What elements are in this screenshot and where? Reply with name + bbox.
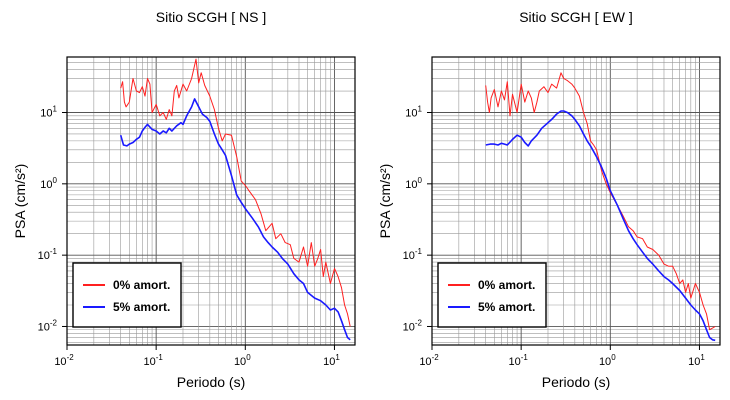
series-line-amort-0 (120, 58, 351, 327)
y-tick-label: 100 (405, 176, 422, 191)
x-tick-label: 10-2 (54, 353, 74, 368)
series-line-amort-5 (119, 98, 351, 341)
chart-title: Sitio SCGH [ NS ] (156, 9, 266, 25)
y-axis-label: PSA (cm/s²) (12, 164, 28, 239)
x-tick-label: 100 (599, 353, 616, 368)
plot-frame (431, 56, 721, 346)
legend-label: 0% amort. (113, 278, 170, 292)
y-tick-label: 10-2 (38, 318, 58, 333)
x-tick-label: 10-1 (143, 353, 163, 368)
series-line-amort-5 (485, 110, 716, 342)
legend-label: 5% amort. (478, 300, 535, 314)
y-tick-label: 10-1 (38, 247, 58, 262)
legend: 0% amort. 5% amort. (72, 262, 182, 328)
legend: 0% amort. 5% amort. (437, 262, 547, 328)
chart-title: Sitio SCGH [ EW ] (519, 9, 633, 25)
chart-panel-1: Sitio SCGH [ EW ] 10-2 10-1 100 101 10-2 10-1 1… (377, 9, 721, 390)
legend-label: 0% amort. (478, 278, 535, 292)
x-tick-label: 101 (688, 353, 705, 368)
legend-box (437, 262, 547, 328)
y-tick-label: 101 (405, 105, 422, 120)
x-tick-label: 100 (234, 353, 251, 368)
y-tick-label: 10-1 (403, 247, 423, 262)
series-line-amort-0 (485, 72, 716, 331)
x-tick-label: 10-2 (419, 353, 439, 368)
y-tick-label: 10-2 (403, 318, 423, 333)
x-axis-label: Periodo (s) (542, 374, 610, 390)
grid (432, 57, 720, 345)
x-axis-label: Periodo (s) (177, 374, 245, 390)
y-tick-label: 101 (40, 105, 57, 120)
x-tick-label: 10-1 (508, 353, 528, 368)
chart-panel-0: Sitio SCGH [ NS ] 10-2 10-1 100 101 10-2 10-1 1… (12, 9, 356, 390)
y-axis-label: PSA (cm/s²) (377, 164, 393, 239)
legend-label: 5% amort. (113, 300, 170, 314)
plot-frame (66, 56, 356, 346)
y-tick-label: 100 (40, 176, 57, 191)
legend-box (72, 262, 182, 328)
x-tick-label: 101 (323, 353, 340, 368)
